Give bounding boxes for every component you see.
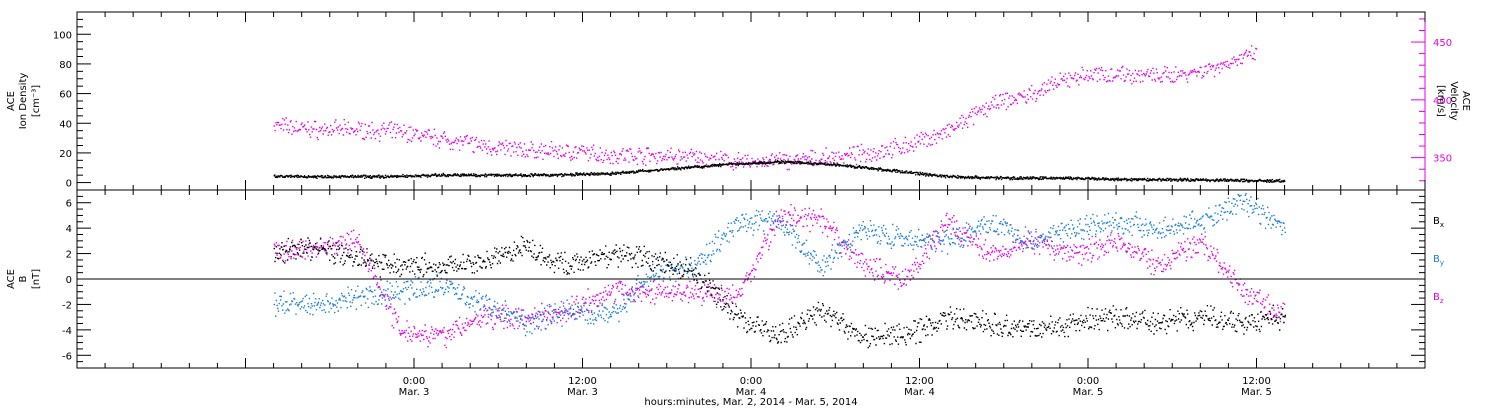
- x-tick-date-label: Mar. 4: [904, 387, 935, 398]
- bottom-ytick-label: 0: [66, 275, 72, 286]
- top-right-ylabel-line2: Velocity: [1448, 81, 1459, 120]
- top-right-ylabel-line1: ACE: [1460, 91, 1471, 111]
- bottom-ylabel-line2: B: [18, 275, 29, 282]
- x-tick-time-label: 12:00: [905, 376, 934, 387]
- legend-label-by: By: [1433, 254, 1444, 267]
- legend-label-bx: Bx: [1433, 216, 1444, 229]
- x-tick-time-label: 0:00: [403, 376, 425, 387]
- by-series: [273, 193, 1286, 337]
- bx-series-points: [273, 235, 1286, 349]
- x-tick-time-label: 0:00: [740, 376, 762, 387]
- bz-series-points: [273, 204, 1286, 349]
- top-right-ylabel-line3: [km/s]: [1435, 85, 1446, 117]
- velocity-series: [273, 45, 1258, 171]
- top-left-ytick-label: 80: [59, 60, 72, 71]
- top-left-ytick-label: 40: [59, 119, 72, 130]
- bz-series: [273, 204, 1286, 349]
- x-tick-time-label: 12:00: [1242, 376, 1271, 387]
- top-right-ytick-label: 400: [1433, 96, 1452, 107]
- x-axis-label: hours:minutes, Mar. 2, 2014 - Mar. 5, 20…: [644, 397, 857, 408]
- bottom-ytick-label: -4: [62, 326, 72, 337]
- top-left-ylabel-line3: [cm⁻³]: [31, 85, 42, 117]
- velocity-series-points: [273, 45, 1258, 171]
- x-tick-time-label: 0:00: [1077, 376, 1099, 387]
- top-right-ytick-label: 350: [1433, 154, 1452, 165]
- x-tick-date-label: Mar. 5: [1241, 387, 1272, 398]
- x-tick-time-label: 12:00: [568, 376, 597, 387]
- bottom-ytick-label: -6: [62, 351, 72, 362]
- top-left-ytick-label: 0: [66, 179, 72, 190]
- legend-label-bz: Bz: [1433, 292, 1444, 305]
- bottom-ylabel-line3: [nT]: [31, 269, 42, 289]
- bottom-ytick-label: -2: [62, 300, 72, 311]
- by-series-points: [273, 193, 1286, 337]
- bx-series: [273, 235, 1286, 349]
- top-right-ytick-label: 450: [1433, 38, 1452, 49]
- bottom-ytick-label: 6: [66, 199, 72, 210]
- top-left-ylabel-line1: ACE: [6, 91, 17, 111]
- density-series: [273, 159, 1286, 183]
- top-left-ylabel-line2: Ion Density: [18, 73, 29, 130]
- bottom-ylabel-line1: ACE: [6, 269, 17, 289]
- top-left-ytick-label: 100: [53, 30, 72, 41]
- top-left-ytick-label: 60: [59, 90, 72, 101]
- x-tick-date-label: Mar. 4: [736, 387, 767, 398]
- bottom-ytick-label: 4: [66, 224, 72, 235]
- bottom-ytick-label: 2: [66, 250, 72, 261]
- top-left-ytick-label: 20: [59, 149, 72, 160]
- x-tick-date-label: Mar. 5: [1073, 387, 1104, 398]
- x-tick-date-label: Mar. 3: [399, 387, 430, 398]
- x-tick-date-label: Mar. 3: [567, 387, 598, 398]
- density-series-points: [273, 159, 1286, 183]
